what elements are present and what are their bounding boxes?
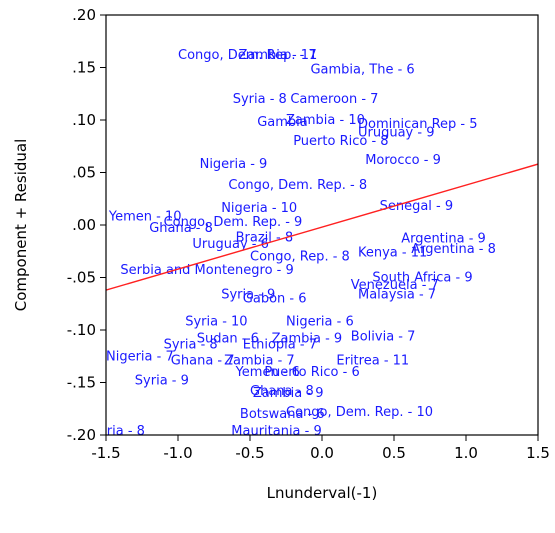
y-tick-label: .00: [72, 216, 96, 234]
data-point-label: Kenya - 11: [358, 245, 427, 260]
data-point-label: South Africa - 9: [372, 271, 472, 286]
y-tick-label: .20: [72, 6, 96, 24]
data-point-label: Congo, Dem. Rep. - 8: [228, 178, 367, 193]
data-point-label: Ghana - 7: [171, 353, 235, 368]
fit-line: [106, 163, 538, 291]
data-point-label: Congo, Rep. - 8: [250, 250, 350, 265]
data-point-label: Nigeria - 7: [106, 349, 174, 364]
data-point-label: Argentina - 8: [411, 242, 496, 257]
data-point-label: Zambia - 7: [224, 353, 295, 368]
y-tick-label: -.15: [67, 374, 96, 392]
x-tick-label: -1.0: [163, 444, 192, 462]
x-tick-label: 1.5: [526, 444, 550, 462]
data-point-label: Zambia - 9: [253, 386, 324, 401]
data-point-label: Yemen - 6: [235, 365, 300, 380]
data-point-label: Syria - 8: [164, 338, 218, 353]
data-point-label: Brazil - 8: [236, 231, 294, 246]
x-tick-label: -1.5: [91, 444, 120, 462]
data-point-label: Congo, Dem. Rep. - 7: [178, 48, 317, 63]
x-tick-label: -0.5: [235, 444, 264, 462]
data-point-label: Cameroon - 7: [290, 92, 378, 107]
data-point-label: Bolivia - 7: [351, 329, 416, 344]
y-tick-label: -.05: [67, 269, 96, 287]
data-point-label: Zambia - 11: [238, 48, 317, 63]
data-point-label: Nigeria - 10: [221, 201, 297, 216]
data-point-label: Puerto Rico - 6: [264, 365, 359, 380]
data-point-label: Congo, Dem. Rep. - 9: [164, 215, 303, 230]
data-point-label: Serbia and Montenegro - 9: [120, 263, 293, 278]
data-point-label: Gabon - 6: [243, 292, 307, 307]
y-tick-label: .10: [72, 111, 96, 129]
data-point-label: Mauritania - 9: [231, 424, 322, 439]
data-point-label: Botswana - 6: [240, 407, 325, 422]
data-point-label: Ghana - 8: [149, 221, 213, 236]
y-axis-title: Component + Residual: [12, 139, 30, 312]
data-point-label: Venezuela - 7: [351, 278, 439, 293]
data-point-label: Puerto Rico - 8: [293, 134, 388, 149]
data-point-label: Syria - 9: [221, 287, 275, 302]
data-point-label: Ghana - 8: [250, 384, 314, 399]
data-point-label: Nigeria - 9: [200, 157, 268, 172]
data-point-label: Ethiopia - 7: [243, 338, 317, 353]
x-tick-label: 1.0: [454, 444, 478, 462]
data-point-label: Zambia - 9: [272, 331, 343, 346]
x-axis-ticks: -1.5 -1.0 -0.5 0.0 0.5 1.0 1.5: [91, 435, 550, 462]
data-point-label: Zambia - 10: [286, 113, 365, 128]
y-tick-label: -.10: [67, 321, 96, 339]
x-axis-title: Lnunderval(-1): [267, 484, 378, 502]
data-point-label: Dominican Rep - 5: [358, 117, 478, 132]
data-point-label: Syria - 9: [135, 373, 189, 388]
data-point-label: Nigeria - 6: [286, 315, 354, 330]
y-tick-label: -.20: [67, 426, 96, 444]
y-axis-ticks: .20 .15 .10 .05 .00 -.05 -.10 -.15 -.20: [67, 6, 106, 444]
data-point-label: Morocco - 9: [365, 153, 441, 168]
x-tick-label: 0.5: [382, 444, 406, 462]
x-tick-label: 0.0: [310, 444, 334, 462]
data-point-label: Nigeria - 8: [77, 424, 145, 439]
data-point-label: Uruguay - 9: [358, 126, 434, 141]
data-point-label: Syria - 8: [233, 92, 287, 107]
data-point-label: Syria - 10: [185, 315, 247, 330]
data-point-label: Malaysia - 7: [358, 287, 436, 302]
data-point-label: Eritrea - 11: [336, 353, 409, 368]
data-point-label: Gambia, The - 6: [310, 63, 414, 78]
y-tick-label: .15: [72, 59, 96, 77]
data-point-label: Senegal - 9: [380, 199, 454, 214]
data-point-label: Sudan - 6: [197, 331, 259, 346]
data-point-label: Argentina - 9: [401, 232, 486, 247]
data-point-label: Gambia: [257, 115, 308, 130]
y-tick-label: .05: [72, 164, 96, 182]
data-point-label: Yemen - 10: [108, 210, 182, 225]
data-point-label: Congo, Dem. Rep. - 10: [286, 405, 433, 420]
